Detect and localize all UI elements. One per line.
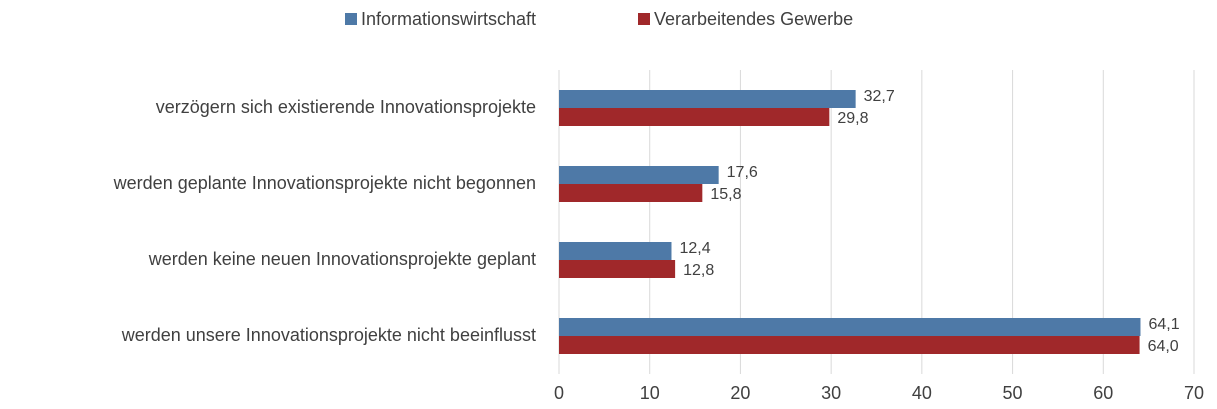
y-tick-label: werden keine neuen Innovationsprojekte g… bbox=[148, 249, 536, 269]
data-label: 32,7 bbox=[864, 88, 895, 105]
data-label: 64,1 bbox=[1148, 316, 1179, 333]
y-tick-label: werden geplante Innovationsprojekte nich… bbox=[113, 173, 536, 193]
legend-swatch bbox=[345, 13, 357, 25]
bar bbox=[559, 336, 1140, 354]
bar bbox=[559, 184, 703, 202]
bar bbox=[559, 318, 1141, 336]
x-tick-label: 40 bbox=[912, 383, 932, 403]
bar bbox=[559, 108, 830, 126]
data-label: 15,8 bbox=[710, 186, 741, 203]
data-label: 12,8 bbox=[683, 262, 714, 279]
x-tick-label: 50 bbox=[1003, 383, 1023, 403]
x-tick-label: 20 bbox=[730, 383, 750, 403]
bar bbox=[559, 260, 676, 278]
bar bbox=[559, 242, 672, 260]
y-tick-label: werden unsere Innovationsprojekte nicht … bbox=[121, 325, 536, 345]
legend-label: Verarbeitendes Gewerbe bbox=[654, 9, 853, 29]
data-label: 12,4 bbox=[679, 240, 710, 257]
data-label: 17,6 bbox=[727, 164, 758, 181]
data-label: 29,8 bbox=[837, 110, 868, 127]
bar bbox=[559, 166, 719, 184]
x-tick-label: 0 bbox=[554, 383, 564, 403]
data-label: 64,0 bbox=[1148, 338, 1179, 355]
y-tick-label: verzögern sich existierende Innovationsp… bbox=[156, 97, 536, 117]
x-tick-label: 70 bbox=[1184, 383, 1204, 403]
x-tick-label: 60 bbox=[1093, 383, 1113, 403]
legend-swatch bbox=[638, 13, 650, 25]
legend-label: Informationswirtschaft bbox=[361, 9, 536, 29]
x-tick-label: 30 bbox=[821, 383, 841, 403]
x-tick-label: 10 bbox=[640, 383, 660, 403]
bar bbox=[559, 90, 856, 108]
